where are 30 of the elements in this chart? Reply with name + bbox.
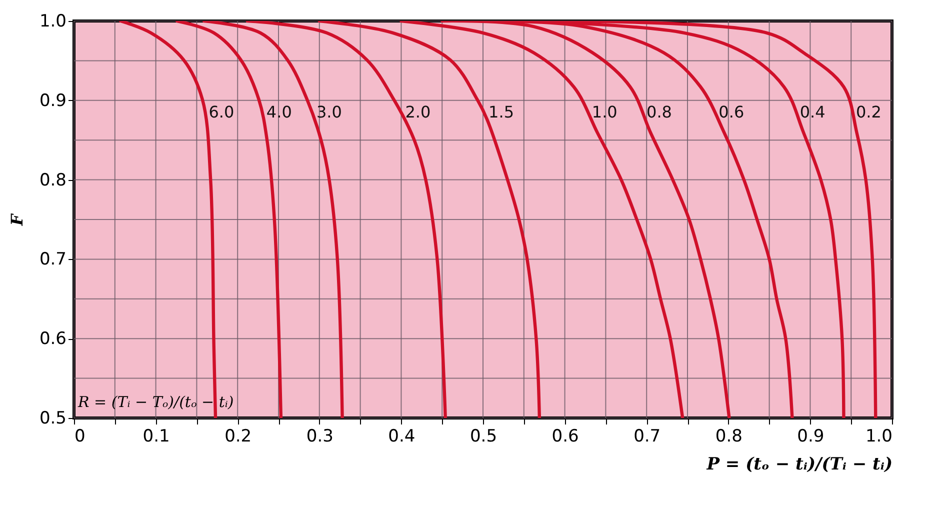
x-tick-label: 1.0 [865, 426, 892, 446]
y-tick-label: 0.6 [39, 329, 66, 350]
series-label: 6.0 [208, 102, 234, 122]
y-tick-label: 0.5 [39, 408, 66, 428]
series-label: 0.4 [800, 102, 826, 122]
x-tick-label: 0.5 [470, 426, 498, 446]
y-tick-label: 0.9 [39, 90, 66, 111]
y-axis-title: F [7, 212, 26, 227]
x-tick-label: 0.4 [388, 426, 416, 446]
x-tick-label: 0.6 [552, 426, 579, 446]
x-tick-label: 0.3 [306, 426, 334, 446]
x-tick-label: 0.2 [224, 426, 252, 446]
series-label: 0.6 [718, 102, 744, 122]
y-tick-label: 0.7 [39, 250, 66, 270]
annotation: R = (Tᵢ − Tₒ)/(tₒ − tᵢ) [77, 393, 234, 411]
series-label: 0.8 [646, 102, 672, 122]
series-label: 1.0 [592, 102, 618, 122]
series-label: 1.5 [488, 102, 514, 122]
series-label: 2.0 [405, 102, 431, 122]
series-label: 4.0 [266, 102, 292, 122]
y-tick-label: 1.0 [39, 12, 66, 32]
x-tick-label: 0.1 [142, 426, 170, 446]
series-label: 0.2 [856, 102, 882, 122]
x-tick-label: 0.7 [634, 426, 661, 446]
y-tick-label: 0.8 [39, 170, 66, 190]
x-tick-label: 0 [74, 426, 86, 446]
x-axis-title: P = (tₒ − tᵢ)/(Tᵢ − tᵢ) [706, 454, 892, 474]
series-label: 3.0 [316, 102, 342, 122]
x-tick-label: 0.9 [797, 426, 824, 446]
x-tick-label: 0.8 [715, 426, 742, 446]
